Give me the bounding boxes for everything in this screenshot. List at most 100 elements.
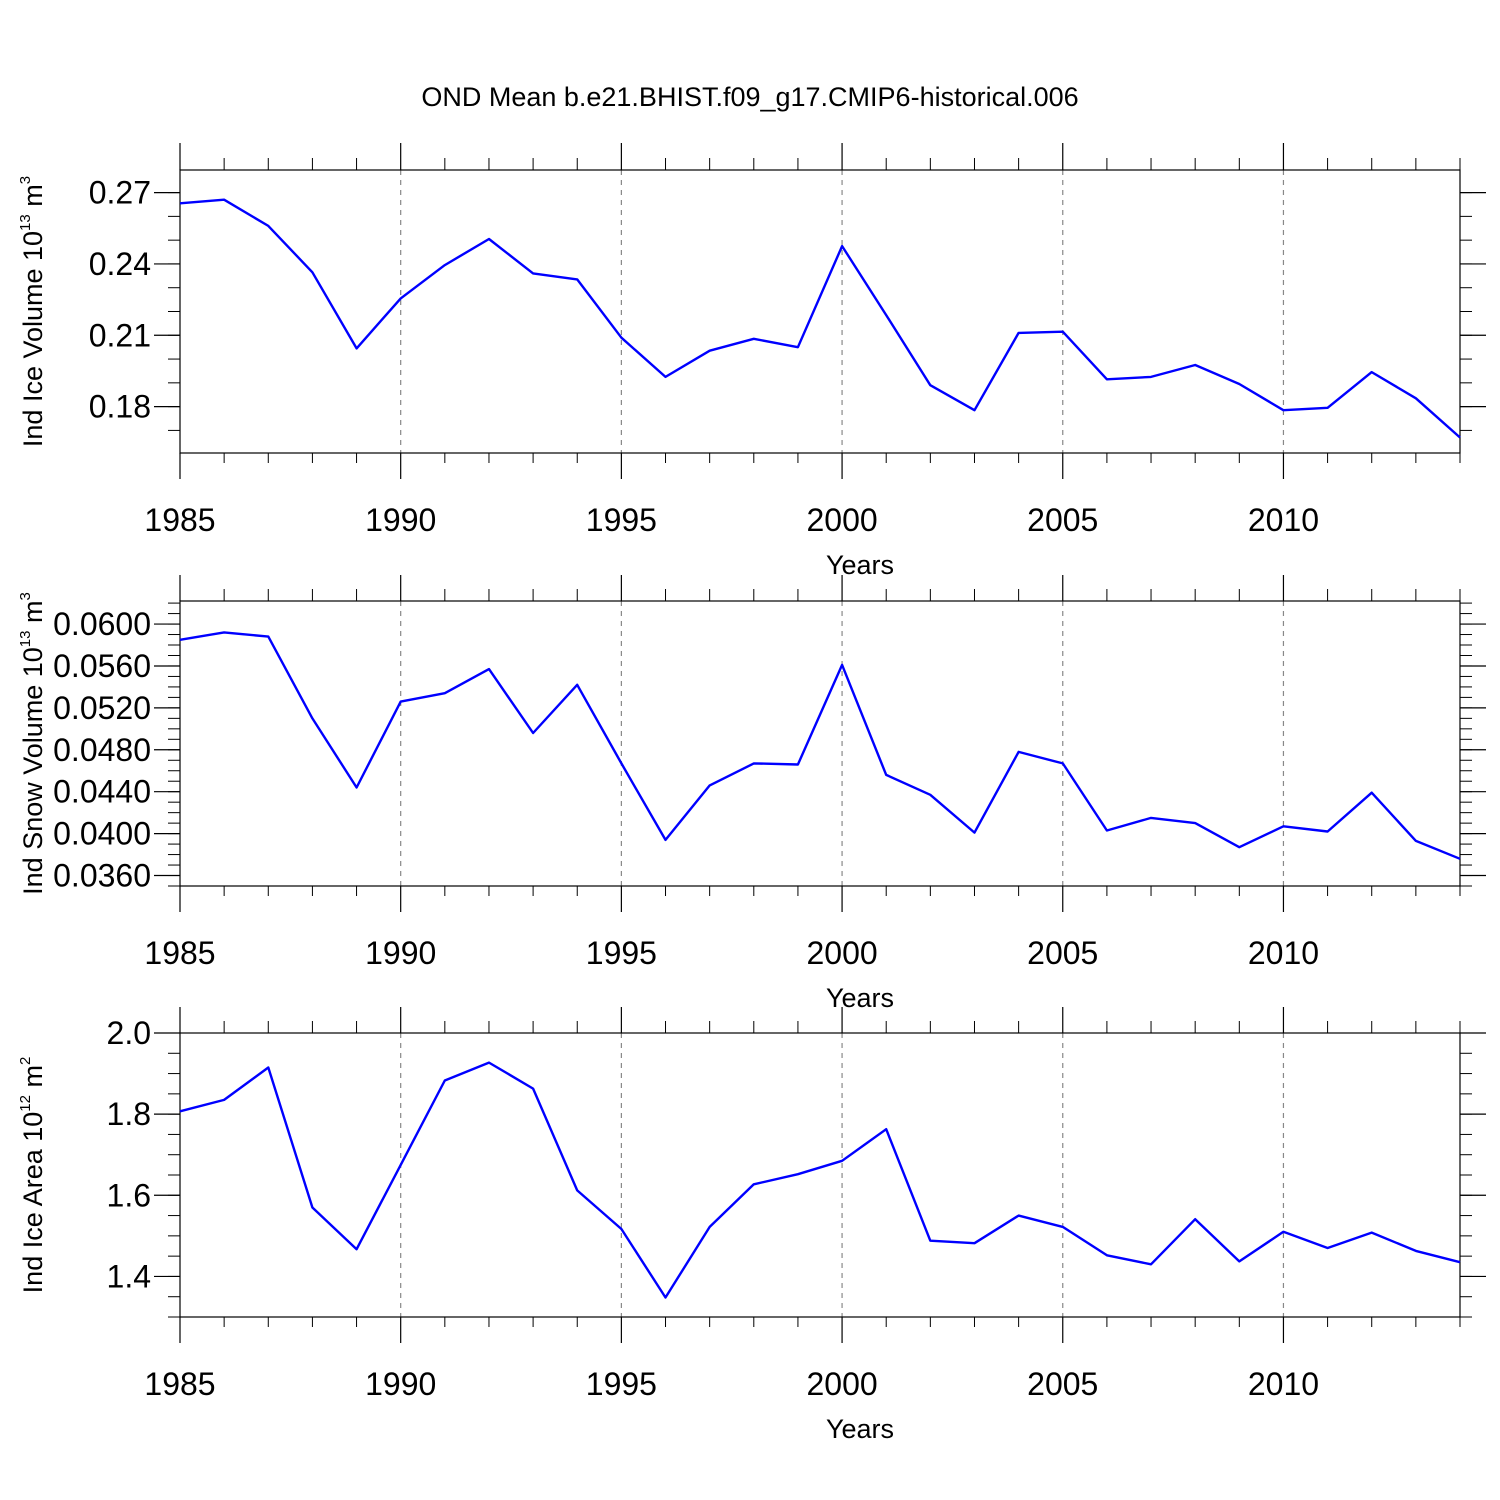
data-point	[266, 224, 270, 228]
y-tick-label: 2.0	[107, 1015, 151, 1051]
x-axis-label: Years	[826, 983, 894, 1013]
data-point	[399, 1163, 403, 1167]
data-point	[1370, 791, 1374, 795]
panel-ice-volume: 1985 1990 1995 2000 2005 2010 Years 0.18 0.21 0.2…	[17, 143, 1486, 580]
data-point	[928, 793, 932, 797]
data-point	[664, 838, 668, 842]
plot-frame	[179, 1032, 1461, 1318]
x-axis-label: Years	[826, 1414, 894, 1444]
data-point	[619, 761, 623, 765]
x-tick-label: 2000	[806, 1366, 877, 1402]
data-point	[178, 1109, 182, 1113]
data-point	[1414, 1249, 1418, 1253]
data-point	[1149, 1262, 1153, 1266]
data-point	[487, 667, 491, 671]
y-tick-label: 0.27	[89, 175, 151, 211]
y-tick-label: 1.8	[107, 1096, 151, 1132]
data-point	[575, 1188, 579, 1192]
y-axis-label-part: m	[18, 1065, 48, 1095]
y-axis-label-superscript: 13	[17, 214, 34, 231]
y-axis-label-superscript: 3	[17, 592, 34, 600]
x-tick-label: 2010	[1248, 502, 1319, 538]
y-axis-label-superscript: 12	[17, 1095, 34, 1112]
y-axis-label-superscript: 2	[17, 1057, 34, 1065]
data-point	[664, 375, 668, 379]
data-point	[1017, 750, 1021, 754]
y-tick-label: 0.0560	[53, 648, 151, 684]
data-point	[972, 1241, 976, 1245]
data-point	[1370, 370, 1374, 374]
data-point	[178, 638, 182, 642]
x-tick-label: 2005	[1027, 1366, 1098, 1402]
series-line	[179, 631, 1461, 860]
data-point	[222, 1098, 226, 1102]
x-tick-label: 2005	[1027, 935, 1098, 971]
data-point	[752, 761, 756, 765]
x-tick-label: 1985	[144, 935, 215, 971]
data-point	[1105, 377, 1109, 381]
data-point	[443, 1078, 447, 1082]
x-tick-label: 1990	[365, 502, 436, 538]
data-point	[1326, 830, 1330, 834]
data-point	[796, 762, 800, 766]
data-point	[840, 663, 844, 667]
data-point	[1017, 331, 1021, 335]
data-point	[884, 773, 888, 777]
data-point	[310, 716, 314, 720]
series-line	[179, 198, 1461, 439]
x-tick-label: 1985	[144, 502, 215, 538]
data-point	[708, 349, 712, 353]
data-point	[840, 244, 844, 248]
y-tick-label: 0.0520	[53, 690, 151, 726]
chart-title: OND Mean b.e21.BHIST.f09_g17.CMIP6-histo…	[421, 82, 1078, 112]
y-axis-label-part: m	[18, 184, 48, 214]
data-point	[443, 691, 447, 695]
data-point	[531, 1087, 535, 1091]
data-point	[531, 271, 535, 275]
data-point	[1281, 408, 1285, 412]
panel-snow-volume: 1985 1990 1995 2000 2005 2010 Years 0.0360 0.040…	[17, 575, 1486, 1013]
data-point	[708, 783, 712, 787]
y-axis-label-superscript: 13	[17, 630, 34, 647]
data-point	[355, 346, 359, 350]
data-point	[1061, 1225, 1065, 1229]
data-point	[487, 237, 491, 241]
data-point	[399, 700, 403, 704]
y-tick-label: 0.0400	[53, 816, 151, 852]
x-tick-label: 1995	[586, 935, 657, 971]
data-point	[1414, 839, 1418, 843]
data-point	[1370, 1231, 1374, 1235]
y-axis-label: Ind Ice Area 1012 m2	[17, 1057, 48, 1294]
x-tick-label: 2010	[1248, 935, 1319, 971]
data-point	[1061, 330, 1065, 334]
y-tick-label: 0.0440	[53, 774, 151, 810]
x-tick-label: 2000	[806, 502, 877, 538]
data-point	[708, 1225, 712, 1229]
data-point	[928, 1239, 932, 1243]
data-point	[1281, 824, 1285, 828]
y-tick-label: 0.0600	[53, 606, 151, 642]
data-point	[1458, 857, 1462, 861]
y-tick-label: 0.21	[89, 317, 151, 353]
plot-frame	[179, 600, 1461, 887]
data-point	[1326, 406, 1330, 410]
data-point	[840, 1159, 844, 1163]
x-tick-label: 1995	[586, 1366, 657, 1402]
y-axis-label-part: Ind Snow Volume 10	[18, 647, 48, 895]
data-point	[443, 263, 447, 267]
data-point	[310, 1205, 314, 1209]
data-point	[1105, 828, 1109, 832]
data-point	[928, 383, 932, 387]
data-point	[1281, 1230, 1285, 1234]
y-tick-label: 0.0480	[53, 732, 151, 768]
data-point	[1237, 382, 1241, 386]
y-tick-label: 1.6	[107, 1177, 151, 1213]
x-tick-label: 1995	[586, 502, 657, 538]
data-point	[575, 277, 579, 281]
y-tick-label: 1.4	[107, 1258, 151, 1294]
data-point	[664, 1296, 668, 1300]
panel-ice-area: 1985 1990 1995 2000 2005 2010 Years 1.4 1.6 1.8 2.…	[17, 1007, 1486, 1444]
data-point	[1149, 816, 1153, 820]
data-point	[619, 1227, 623, 1231]
data-point	[310, 270, 314, 274]
